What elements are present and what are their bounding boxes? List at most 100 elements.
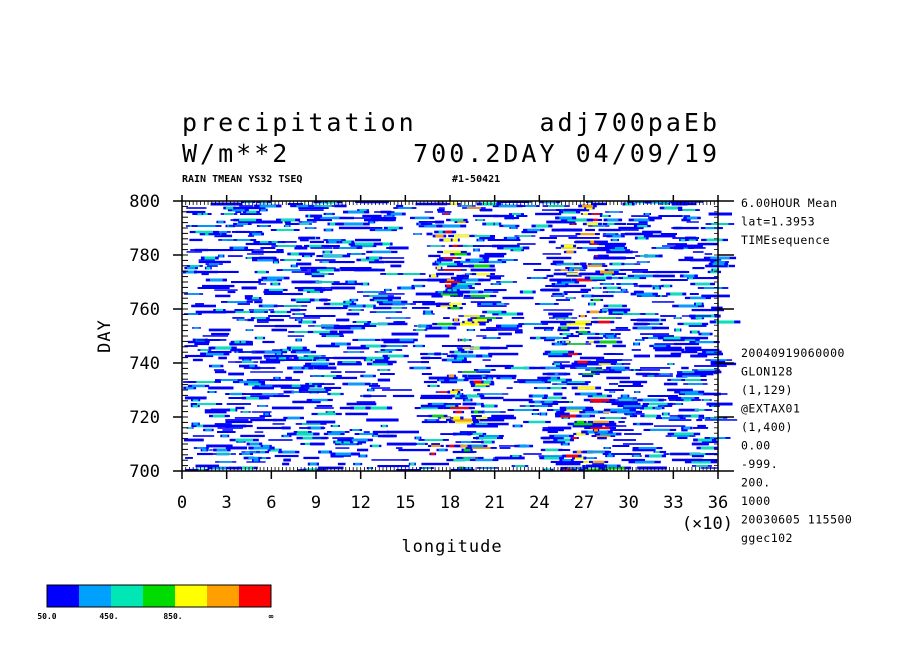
precip-cell bbox=[355, 238, 381, 242]
precip-cell-core bbox=[470, 258, 484, 262]
x-tick-label: 15 bbox=[395, 493, 415, 513]
precip-cell bbox=[283, 390, 295, 394]
precip-cell bbox=[325, 326, 355, 330]
precip-cell bbox=[381, 338, 400, 342]
precip-cell bbox=[195, 303, 204, 305]
precip-cell bbox=[602, 308, 631, 312]
precip-cell bbox=[301, 286, 322, 289]
precip-cell bbox=[490, 329, 523, 331]
precip-cell bbox=[312, 437, 329, 439]
side-info-line: TIMEsequence bbox=[741, 233, 830, 247]
colorbar-label: ∞ bbox=[269, 612, 274, 621]
precip-cell bbox=[626, 223, 648, 225]
x-axis: 0 3 6 9 12 15 18 21 24 27 30 33 36 bbox=[177, 195, 728, 513]
precip-cell bbox=[479, 236, 495, 240]
precip-cell-core bbox=[569, 268, 573, 272]
subtitle-left: RAIN TMEAN YS32 TSEQ bbox=[182, 174, 302, 185]
precip-cell bbox=[293, 370, 304, 374]
precip-cell-core bbox=[343, 222, 364, 226]
precip-cell bbox=[228, 225, 244, 227]
precip-cell bbox=[546, 274, 554, 278]
precip-cell-core bbox=[452, 418, 473, 422]
precip-cell-core bbox=[282, 450, 296, 454]
precip-cell bbox=[371, 216, 397, 220]
precip-cell-core bbox=[598, 363, 611, 365]
precip-cell bbox=[258, 283, 267, 285]
precip-cell bbox=[314, 289, 333, 291]
precip-cell-core bbox=[670, 292, 683, 296]
precip-cell-core bbox=[454, 318, 458, 322]
precip-cell-core bbox=[190, 265, 200, 267]
precip-cell-core bbox=[440, 304, 453, 307]
precip-cell bbox=[653, 346, 682, 350]
precip-cell bbox=[235, 211, 242, 213]
precip-cell bbox=[618, 421, 625, 423]
precip-cell-core bbox=[194, 381, 215, 383]
precip-cell-core bbox=[310, 426, 321, 430]
precip-cell-core bbox=[452, 238, 458, 242]
precip-cell-core bbox=[483, 440, 492, 444]
precip-cell-core bbox=[586, 222, 599, 226]
precip-cell bbox=[337, 462, 346, 466]
precip-cell bbox=[194, 248, 209, 252]
precip-cell bbox=[321, 287, 343, 289]
precip-cell bbox=[607, 353, 616, 355]
precip-cell bbox=[542, 253, 562, 255]
precip-cell-core bbox=[239, 218, 257, 222]
precip-cell-core bbox=[615, 363, 622, 366]
precip-cell bbox=[672, 237, 698, 239]
precip-cell-core bbox=[606, 233, 616, 235]
precip-cell-core bbox=[222, 434, 228, 438]
side-info-line: (1,129) bbox=[741, 383, 793, 397]
precip-cell-core bbox=[640, 255, 656, 257]
precip-cell bbox=[306, 218, 333, 222]
precip-cell-core bbox=[457, 221, 466, 223]
precip-cell bbox=[667, 388, 693, 392]
precip-cell-core bbox=[361, 244, 373, 248]
precip-cell bbox=[563, 208, 590, 212]
precip-cell bbox=[681, 350, 697, 354]
precip-cell-core bbox=[437, 322, 453, 326]
precip-cell bbox=[620, 233, 645, 235]
precip-cell bbox=[428, 376, 458, 380]
precip-cell-core bbox=[363, 282, 368, 286]
precip-cell-core bbox=[414, 216, 430, 220]
precip-cell bbox=[386, 247, 398, 249]
precip-cell bbox=[238, 221, 268, 223]
precip-cell-core bbox=[330, 392, 341, 396]
precip-cell bbox=[557, 328, 570, 332]
precip-cell bbox=[451, 360, 472, 364]
precip-cell-core bbox=[616, 410, 636, 414]
precip-cell bbox=[488, 352, 519, 356]
precip-cell bbox=[281, 426, 291, 430]
precip-cell-core bbox=[582, 247, 598, 249]
precip-cell bbox=[254, 300, 263, 304]
precip-cell-core bbox=[649, 454, 662, 458]
precip-cell bbox=[411, 307, 430, 309]
precip-cell bbox=[638, 221, 648, 223]
precip-cell-core bbox=[348, 210, 364, 214]
precip-cell bbox=[197, 287, 230, 289]
precip-cell-core bbox=[348, 382, 365, 386]
precip-cell bbox=[533, 326, 554, 330]
precip-cell bbox=[310, 214, 323, 218]
precip-cell bbox=[566, 275, 582, 277]
precip-cell bbox=[214, 369, 225, 371]
precip-cell-core bbox=[555, 283, 566, 286]
units-label: W/m**2 bbox=[182, 139, 290, 168]
precip-cell-core bbox=[580, 233, 595, 236]
precip-cell-core bbox=[695, 302, 702, 306]
precip-cell bbox=[604, 389, 624, 391]
precip-cell-core bbox=[385, 288, 390, 291]
precip-cell bbox=[265, 358, 285, 362]
precip-cell bbox=[694, 365, 727, 367]
precip-cell-core bbox=[248, 456, 259, 460]
precip-cell-core bbox=[206, 352, 224, 356]
precip-cell-core bbox=[614, 246, 624, 250]
precip-cell-core bbox=[347, 351, 361, 353]
precip-cell-core bbox=[503, 246, 523, 250]
precip-cell bbox=[491, 414, 514, 418]
precip-cell bbox=[684, 346, 702, 350]
precip-cell-core bbox=[285, 225, 290, 227]
precip-cell bbox=[640, 333, 670, 335]
